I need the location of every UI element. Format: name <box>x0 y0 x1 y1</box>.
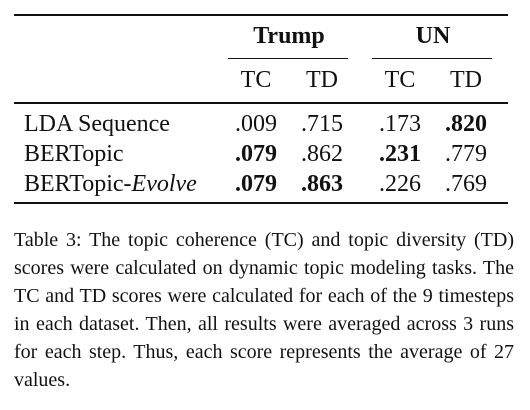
col-header-un-td: TD <box>450 67 482 93</box>
cell-lda-trump-td: .715 <box>301 111 343 137</box>
row-label-italic: Evolve <box>131 171 197 197</box>
row-label-main: BERTopic <box>24 141 124 167</box>
caption-text: Table 3: The topic coherence (TC) and to… <box>14 229 514 391</box>
cell-bertopic-un-td: .779 <box>445 141 487 167</box>
row-label-lda-sequence: LDA Sequence <box>24 110 170 138</box>
cell-bertopic-trump-td: .862 <box>301 141 343 167</box>
cell-evolve-un-td: .769 <box>445 171 487 197</box>
un-group-underline <box>372 58 492 59</box>
table-caption: Table 3: The topic coherence (TC) and to… <box>14 226 514 394</box>
row-label-bertopic-evolve: BERTopic-Evolve <box>24 170 197 198</box>
row-label-main: LDA Sequence <box>24 111 170 137</box>
cell-evolve-un-tc: .226 <box>379 171 421 197</box>
table-bottom-rule <box>14 202 508 204</box>
group-header-trump: Trump <box>253 23 325 49</box>
table-header-rule <box>14 102 508 104</box>
col-header-un-tc: TC <box>384 67 416 93</box>
col-header-trump-tc: TC <box>240 67 272 93</box>
col-header-trump-td: TD <box>306 67 338 93</box>
row-label-main: BERTopic- <box>24 171 132 197</box>
table-top-rule <box>14 14 508 16</box>
cell-lda-un-td: .820 <box>445 111 487 137</box>
cell-lda-trump-tc: .009 <box>235 111 277 137</box>
row-label-bertopic: BERTopic <box>24 140 124 168</box>
group-header-un: UN <box>415 23 451 49</box>
cell-bertopic-trump-tc: .079 <box>235 141 277 167</box>
cell-evolve-trump-td: .863 <box>301 171 343 197</box>
cell-lda-un-tc: .173 <box>379 111 421 137</box>
trump-group-underline <box>228 58 348 59</box>
cell-bertopic-un-tc: .231 <box>379 141 421 167</box>
cell-evolve-trump-tc: .079 <box>235 171 277 197</box>
